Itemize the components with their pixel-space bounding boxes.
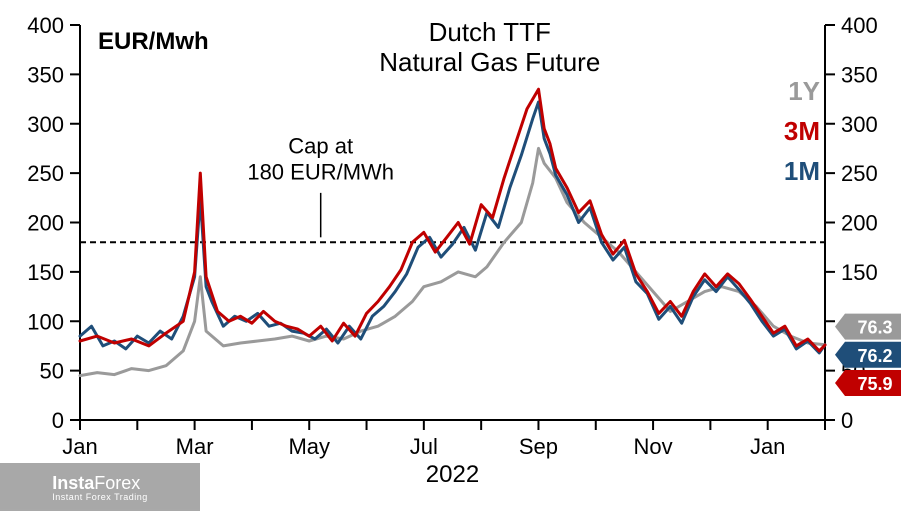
svg-text:May: May: [288, 434, 330, 459]
series-3M: [80, 89, 825, 351]
svg-text:350: 350: [841, 62, 878, 87]
svg-text:Cap at: Cap at: [288, 133, 353, 158]
svg-text:Jan: Jan: [62, 434, 97, 459]
svg-text:200: 200: [27, 211, 64, 236]
svg-text:300: 300: [27, 112, 64, 137]
svg-text:Jul: Jul: [410, 434, 438, 459]
chart-container: 0050501001001501502002002502503003003503…: [0, 0, 911, 511]
svg-text:400: 400: [841, 13, 878, 38]
svg-text:Nov: Nov: [634, 434, 673, 459]
svg-text:76.2: 76.2: [857, 346, 892, 366]
legend-3M: 3M: [784, 116, 820, 146]
svg-text:2022: 2022: [426, 461, 479, 488]
watermark-prefix: Insta: [52, 473, 94, 493]
svg-text:200: 200: [841, 211, 878, 236]
svg-text:Sep: Sep: [519, 434, 558, 459]
svg-text:100: 100: [27, 309, 64, 334]
legend-1M: 1M: [784, 156, 820, 186]
svg-text:150: 150: [841, 260, 878, 285]
svg-text:Natural Gas Future: Natural Gas Future: [379, 47, 600, 77]
svg-text:250: 250: [27, 161, 64, 186]
svg-text:EUR/Mwh: EUR/Mwh: [98, 28, 209, 55]
svg-text:50: 50: [40, 359, 64, 384]
svg-text:300: 300: [841, 112, 878, 137]
svg-text:0: 0: [841, 408, 853, 433]
legend-1Y: 1Y: [788, 76, 820, 106]
svg-text:76.3: 76.3: [857, 318, 892, 338]
chart-svg: 0050501001001501502002002502503003003503…: [0, 0, 911, 511]
svg-text:Jan: Jan: [750, 434, 785, 459]
watermark-tagline: Instant Forex Trading: [52, 492, 148, 502]
watermark-suffix: Forex: [94, 473, 140, 493]
svg-text:0: 0: [52, 408, 64, 433]
watermark-logo: InstaForex Instant Forex Trading: [0, 463, 200, 511]
svg-text:Mar: Mar: [176, 434, 214, 459]
svg-text:250: 250: [841, 161, 878, 186]
svg-text:400: 400: [27, 13, 64, 38]
series-1Y: [80, 148, 825, 375]
svg-text:150: 150: [27, 260, 64, 285]
svg-text:75.9: 75.9: [857, 374, 892, 394]
svg-text:180 EUR/MWh: 180 EUR/MWh: [247, 159, 394, 184]
svg-text:Dutch TTF: Dutch TTF: [429, 17, 551, 47]
svg-text:350: 350: [27, 62, 64, 87]
